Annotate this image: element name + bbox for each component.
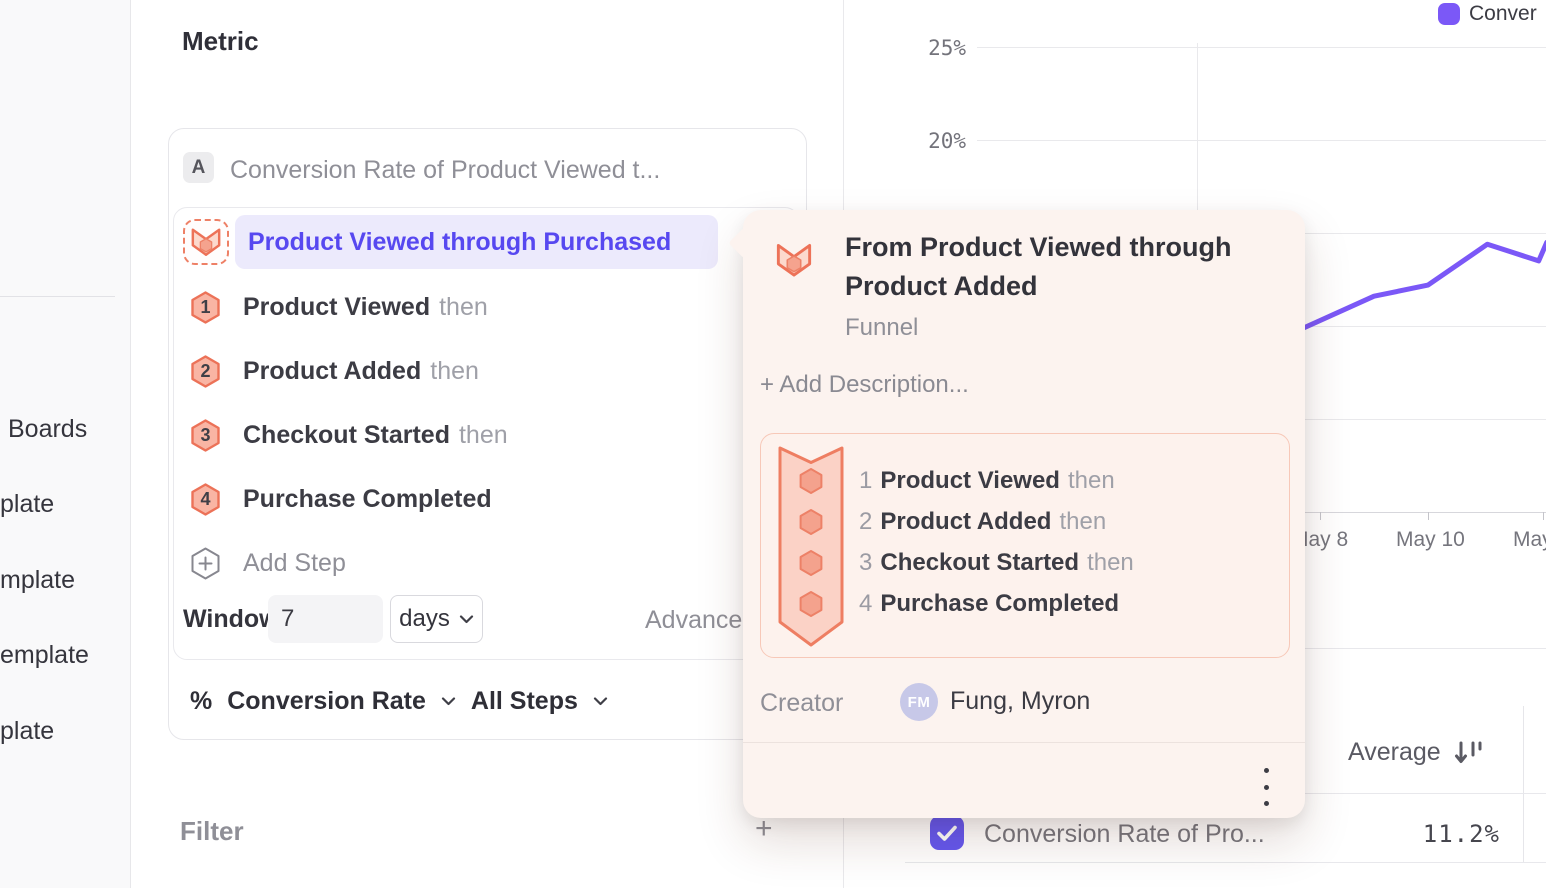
add-description-button[interactable]: + Add Description... (760, 371, 969, 398)
step-3-icon: 3 (190, 419, 221, 452)
table-row-divider (905, 862, 1546, 863)
table-column-divider (1523, 706, 1524, 862)
funnel-drag-handle[interactable] (183, 219, 229, 265)
sidebar-divider (0, 296, 115, 297)
sidebar (0, 0, 131, 888)
measure-type-dropdown[interactable]: Conversion Rate (227, 687, 426, 715)
creator-avatar: FM (900, 683, 938, 721)
funnel-name-label: Product Viewed through Purchased (248, 228, 672, 256)
popover-step-4: 4 Purchase Completed (859, 590, 1120, 617)
step-2-row[interactable]: Product Added then (243, 357, 479, 385)
chart-legend[interactable]: Conver (1438, 2, 1537, 26)
window-label: Window (183, 605, 279, 633)
table-header-average[interactable]: Average (1348, 738, 1487, 767)
step-2-icon: 2 (190, 355, 221, 388)
gridline-25 (977, 47, 1546, 48)
conversion-line (1301, 239, 1546, 331)
popover-step-3: 3 Checkout Started then (859, 549, 1134, 576)
step-1-row[interactable]: Product Viewed then (243, 293, 488, 321)
measure-prefix: % (190, 687, 213, 715)
popover-type-label: Funnel (845, 314, 919, 341)
table-row-label[interactable]: Conversion Rate of Pro... (984, 820, 1265, 848)
step-1-icon: 1 (190, 291, 221, 324)
popover-step-2: 2 Product Added then (859, 508, 1107, 535)
filter-section-title: Filter (180, 816, 244, 846)
y-tick-20: 20% (928, 129, 966, 153)
popover-footer-divider (743, 742, 1305, 743)
series-letter-badge: A (183, 152, 214, 183)
funnel-icon (191, 228, 221, 256)
funnel-name-row[interactable]: Product Viewed through Purchased (235, 215, 718, 269)
series-title[interactable]: Conversion Rate of Product Viewed t... (230, 156, 661, 184)
window-unit-select[interactable]: days (390, 595, 483, 643)
add-step-button[interactable]: Add Step (243, 549, 346, 577)
legend-swatch (1438, 3, 1460, 25)
x-tickmark (1543, 512, 1544, 520)
funnel-details-popover: From Product Viewed through Product Adde… (728, 210, 1305, 818)
funnel-ribbon-icon (778, 446, 844, 647)
popover-step-1: 1 Product Viewed then (859, 467, 1115, 494)
check-icon (937, 825, 957, 841)
y-tick-25: 25% (928, 36, 966, 60)
x-tick-may10: May 10 (1396, 528, 1465, 551)
chevron-down-icon[interactable] (593, 697, 608, 706)
gridline-20 (977, 140, 1546, 141)
table-row-average-value: 11.2% (1422, 820, 1500, 848)
step-3-row[interactable]: Checkout Started then (243, 421, 508, 449)
add-filter-button[interactable]: + (755, 812, 773, 845)
x-tickmark (1320, 512, 1321, 520)
x-tick-may12: May (1513, 528, 1546, 551)
legend-label: Conver (1469, 2, 1537, 25)
window-value-input[interactable] (268, 595, 383, 643)
series-checkbox[interactable] (930, 816, 964, 850)
x-tick-may8: May 8 (1291, 528, 1349, 551)
creator-label: Creator (760, 689, 844, 717)
chevron-down-icon[interactable] (441, 697, 456, 706)
creator-name: Fung, Myron (950, 687, 1091, 715)
sidebar-item-template-2[interactable]: mplate (0, 566, 76, 594)
steps-scope-dropdown[interactable]: All Steps (470, 687, 578, 715)
sort-descending-icon[interactable] (1453, 739, 1487, 767)
advanced-link[interactable]: Advanced (645, 606, 757, 634)
chevron-down-icon (459, 614, 474, 624)
metric-section-title: Metric (182, 26, 259, 56)
popover-steps-box: 1 Product Viewed then 2 Product Added th… (760, 433, 1290, 658)
step-4-row[interactable]: Purchase Completed (243, 485, 492, 513)
popover-title: From Product Viewed through Product Adde… (845, 232, 1232, 301)
funnel-definition-card (173, 207, 799, 660)
add-step-icon (190, 547, 221, 580)
sidebar-item-template-1[interactable]: plate (0, 490, 55, 518)
more-options-kebab-icon[interactable] (1251, 766, 1281, 808)
funnel-icon (776, 244, 812, 277)
x-tickmark (1428, 512, 1429, 520)
sidebar-item-boards[interactable]: Boards (8, 415, 88, 443)
step-4-icon: 4 (190, 483, 221, 516)
sidebar-item-template-4[interactable]: plate (0, 717, 55, 745)
measure-row: % Conversion Rate All Steps (190, 687, 608, 716)
sidebar-item-template-3[interactable]: emplate (0, 641, 89, 669)
